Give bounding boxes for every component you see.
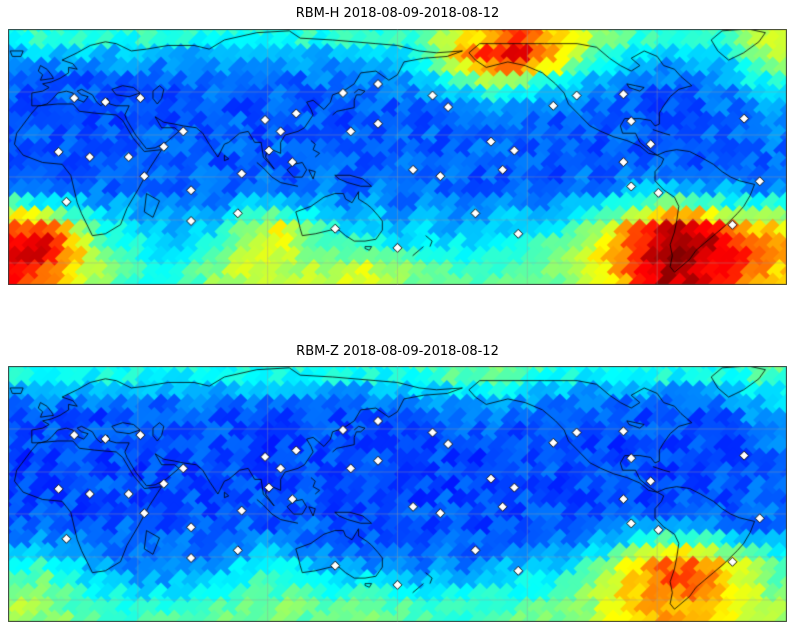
rbm-z-title: RBM-Z 2018-08-09-2018-08-12 — [296, 344, 499, 359]
rbm-h-title: RBM-H 2018-08-09-2018-08-12 — [295, 6, 500, 21]
rbm-z-map — [8, 366, 787, 622]
rbm-h-map — [8, 29, 787, 285]
